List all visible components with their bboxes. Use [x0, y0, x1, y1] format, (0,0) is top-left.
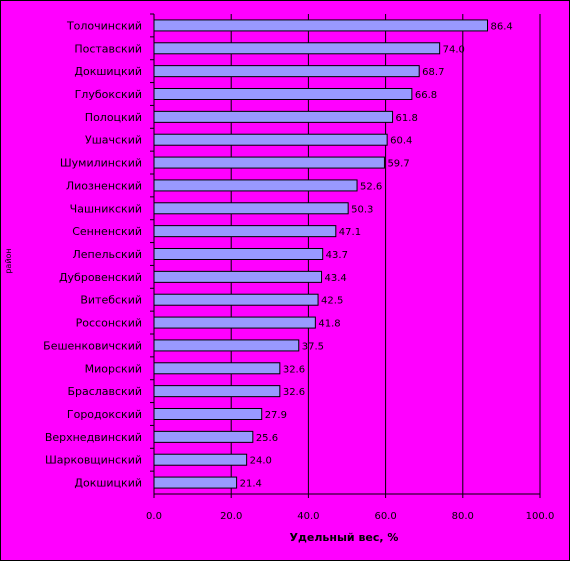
x-tick-label: 80.0 [452, 511, 474, 522]
data-label: 86.4 [491, 21, 513, 32]
category-label: Полоцкий [85, 111, 142, 124]
category-label: Россонский [76, 317, 142, 330]
bar [153, 476, 238, 489]
bar [153, 408, 263, 420]
data-label: 32.6 [283, 364, 305, 375]
data-label: 27.9 [265, 410, 287, 421]
value-labels: 86.4 74.0 68.7 66.8 61.8 60.4 59.7 52.6 50.3 47.1… [240, 21, 513, 489]
category-label: Ушачский [85, 134, 142, 147]
x-tick-label: 0.0 [146, 511, 162, 522]
x-tick-labels: 0.0 20.0 40.0 60.0 80.0 100.0 [146, 494, 554, 522]
y-axis-title: район [4, 248, 13, 273]
bar [153, 88, 413, 100]
data-label: 43.7 [326, 250, 348, 261]
data-label: 25.6 [256, 433, 278, 444]
category-label: Бешенковичский [43, 339, 142, 352]
x-tick-label: 40.0 [297, 511, 319, 522]
bar [153, 65, 420, 78]
bar [153, 179, 358, 192]
bar [153, 385, 281, 398]
data-label: 32.6 [283, 387, 305, 398]
data-label: 43.4 [325, 273, 347, 284]
category-label: Лепельский [72, 248, 142, 261]
bar [153, 362, 281, 375]
data-label: 50.3 [351, 204, 373, 215]
category-label: Докшицкий [74, 477, 142, 490]
category-label: Докшицкий [74, 65, 142, 78]
x-tick-label: 20.0 [220, 511, 242, 522]
category-label: Браславский [67, 385, 142, 398]
bar [153, 202, 349, 215]
category-labels: Толочинский Поставский Докшицкий Глубокский… [43, 13, 154, 490]
data-label: 37.5 [302, 341, 324, 352]
category-label: Витебский [80, 294, 142, 307]
bar [153, 270, 323, 283]
bar [153, 19, 489, 32]
bar [153, 110, 394, 123]
data-label: 61.8 [396, 113, 418, 124]
x-tick-label: 100.0 [526, 511, 555, 522]
bar [153, 316, 316, 329]
bar [153, 339, 300, 352]
data-label: 42.5 [321, 296, 343, 307]
category-label: Чашникский [70, 202, 142, 215]
bar [153, 133, 388, 146]
category-label: Дубровенский [59, 271, 142, 284]
category-label: Верхнедвинский [45, 431, 142, 444]
category-label: Сенненский [72, 225, 142, 238]
category-label: Лиозненский [66, 179, 142, 192]
bar [153, 248, 324, 260]
category-label: Поставский [74, 42, 142, 55]
bar [153, 156, 385, 169]
bars [153, 19, 489, 489]
data-label: 47.1 [339, 227, 361, 238]
category-label: Городокский [67, 408, 142, 421]
data-label: 68.7 [422, 67, 444, 78]
category-label: Толочинский [66, 19, 142, 32]
x-axis-title: Удельный вес, % [290, 531, 399, 544]
data-label: 60.4 [390, 136, 412, 147]
data-label: 74.0 [443, 44, 465, 55]
x-tick-label: 60.0 [374, 511, 396, 522]
data-label: 21.4 [240, 479, 262, 490]
category-label: Глубокский [75, 88, 142, 101]
data-label: 59.7 [387, 159, 409, 170]
category-label: Миорский [85, 362, 142, 375]
bar [153, 430, 254, 443]
bar [153, 225, 337, 238]
bar [153, 293, 319, 306]
data-label: 52.6 [360, 181, 382, 192]
category-label: Шарковщинский [45, 454, 142, 467]
bar [153, 42, 441, 55]
bar [153, 453, 248, 466]
category-label: Шумилинский [60, 157, 142, 170]
data-label: 66.8 [415, 90, 437, 101]
data-label: 24.0 [250, 456, 272, 467]
data-label: 41.8 [318, 319, 340, 330]
